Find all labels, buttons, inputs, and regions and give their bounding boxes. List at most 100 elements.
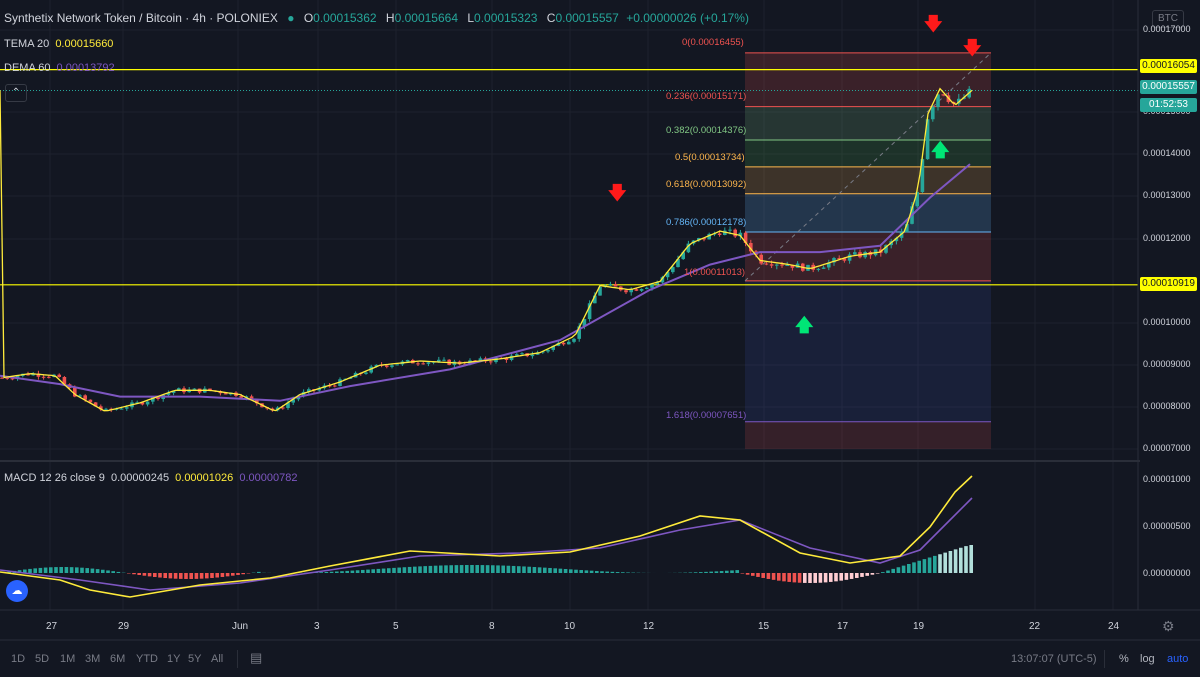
macd-histogram-bar xyxy=(813,573,817,583)
timeframe-6m-button[interactable]: 6M xyxy=(110,653,126,665)
timeframe-5d-button[interactable]: 5D xyxy=(35,653,50,665)
candle-body xyxy=(281,407,285,409)
macd-histogram-bar xyxy=(771,573,776,580)
settings-gear-icon[interactable]: ⚙ xyxy=(1162,618,1175,634)
macd-histogram-bar xyxy=(511,565,516,573)
symbol-legend[interactable]: Synthetix Network Token / Bitcoin · 4h ·… xyxy=(4,11,749,25)
macd-value-2: 0.00001026 xyxy=(175,472,234,484)
macd-histogram-bar xyxy=(491,565,495,573)
macd-histogram-bar xyxy=(54,567,58,573)
macd-histogram-bar xyxy=(761,573,765,578)
arrow-up-icon[interactable]: 🡅 xyxy=(795,315,814,335)
log-scale-button[interactable]: log xyxy=(1140,653,1155,665)
macd-histogram-bar xyxy=(517,566,521,573)
grid xyxy=(0,0,1138,610)
candle-body xyxy=(899,232,904,238)
macd-histogram-bar xyxy=(142,573,147,576)
macd-histogram-bar xyxy=(829,573,833,582)
fib-band xyxy=(745,52,991,107)
macd-histogram-bar xyxy=(189,573,193,579)
macd-histogram-bar xyxy=(714,571,719,573)
auto-scale-button[interactable]: auto xyxy=(1167,653,1189,665)
arrow-down-icon[interactable]: 🡇 xyxy=(963,38,982,58)
candle-body xyxy=(291,399,295,403)
candle-body xyxy=(390,365,394,367)
macd-histogram-bar xyxy=(319,572,323,573)
macd-histogram-bar xyxy=(907,564,911,573)
live-dot-icon: ● xyxy=(287,11,295,25)
macd-histogram-bar xyxy=(964,546,968,573)
macd-histogram-bar xyxy=(610,571,615,573)
macd-histogram-bar xyxy=(605,571,609,573)
timeframe-1d-button[interactable]: 1D xyxy=(11,653,26,665)
time-axis-label: 8 xyxy=(489,621,495,632)
macd-histogram-bar xyxy=(335,571,339,573)
macd-histogram-bar xyxy=(865,573,869,576)
arrow-down-icon[interactable]: 🡇 xyxy=(608,183,627,203)
dema-value: 0.00013792 xyxy=(56,62,115,74)
candle-body xyxy=(941,94,945,96)
macd-histogram-bar xyxy=(927,557,932,573)
timeframe-3m-button[interactable]: 3M xyxy=(85,653,101,665)
arrow-down-icon[interactable]: 🡇 xyxy=(924,14,943,34)
candle-body xyxy=(119,408,124,410)
tradingview-logo[interactable]: ☁ xyxy=(6,580,28,602)
macd-histogram-bar xyxy=(553,568,557,573)
candle-body xyxy=(145,401,150,405)
macd-histogram-bar xyxy=(912,562,916,573)
macd-histogram-bar xyxy=(834,573,838,582)
candle-body xyxy=(847,254,852,261)
macd-legend[interactable]: MACD 12 26 close 9 0.00000245 0.00001026… xyxy=(4,472,297,484)
macd-histogram-bar xyxy=(839,573,843,581)
macd-histogram-bar xyxy=(376,568,381,573)
candle-body xyxy=(925,119,930,160)
candle-body xyxy=(749,242,753,252)
candle-body xyxy=(853,252,857,255)
hline-price-tag[interactable]: 0.00016054 xyxy=(1140,59,1197,73)
currency-badge[interactable]: BTC xyxy=(1152,10,1184,28)
macd-histogram-bar xyxy=(465,565,469,573)
macd-histogram-bar xyxy=(210,573,214,578)
candle-body xyxy=(83,395,87,400)
macd-axis-label: 0.00000000 xyxy=(1143,568,1191,578)
macd-histogram-bar xyxy=(959,547,963,573)
macd-histogram-bar xyxy=(381,568,386,573)
candle-body xyxy=(520,353,524,355)
macd-histogram-bar xyxy=(896,567,901,573)
macd-label: MACD 12 26 close 9 xyxy=(4,472,105,484)
macd-histogram-bar xyxy=(537,567,542,573)
dema-legend[interactable]: DEMA 60 0.00013792 xyxy=(4,62,115,74)
macd-histogram-bar xyxy=(340,571,344,573)
fib-band xyxy=(745,106,991,140)
clock[interactable]: 13:07:07 (UTC-5) xyxy=(1011,653,1097,665)
collapse-legend-button[interactable]: ⌃ xyxy=(5,84,27,102)
timeframe-all-button[interactable]: All xyxy=(211,653,224,665)
macd-histogram-bar xyxy=(371,569,375,573)
date-range-separator xyxy=(237,650,238,668)
arrow-up-icon[interactable]: 🡅 xyxy=(931,140,950,160)
macd-histogram-bar xyxy=(745,573,750,575)
tema-legend[interactable]: TEMA 20 0.00015660 xyxy=(4,38,113,50)
timeframe-ytd-button[interactable]: YTD xyxy=(136,653,158,665)
timeframe-5y-button[interactable]: 5Y xyxy=(188,653,202,665)
candle-body xyxy=(920,159,925,193)
macd-histogram-bar xyxy=(969,545,973,573)
macd-histogram-bar xyxy=(922,559,927,573)
goto-date-calendar-icon[interactable]: ▤ xyxy=(250,650,263,665)
macd-histogram-bar xyxy=(199,573,204,579)
macd-histogram-bar xyxy=(756,573,760,577)
timeframe-1y-button[interactable]: 1Y xyxy=(167,653,181,665)
ohlc-close-label: C xyxy=(546,11,556,25)
candle-body xyxy=(759,254,763,264)
macd-histogram-bar xyxy=(870,573,875,575)
macd-histogram-bar xyxy=(220,573,225,577)
time-axis-label: Jun xyxy=(232,621,249,632)
macd-histogram-bar xyxy=(49,567,53,573)
percent-scale-button[interactable]: % xyxy=(1119,653,1129,665)
hline-price-tag[interactable]: 0.00010919 xyxy=(1140,277,1197,291)
timeframe-1m-button[interactable]: 1M xyxy=(60,653,76,665)
macd-histogram-bar xyxy=(948,551,953,573)
candle-body xyxy=(639,288,644,291)
candle-body xyxy=(769,264,774,266)
